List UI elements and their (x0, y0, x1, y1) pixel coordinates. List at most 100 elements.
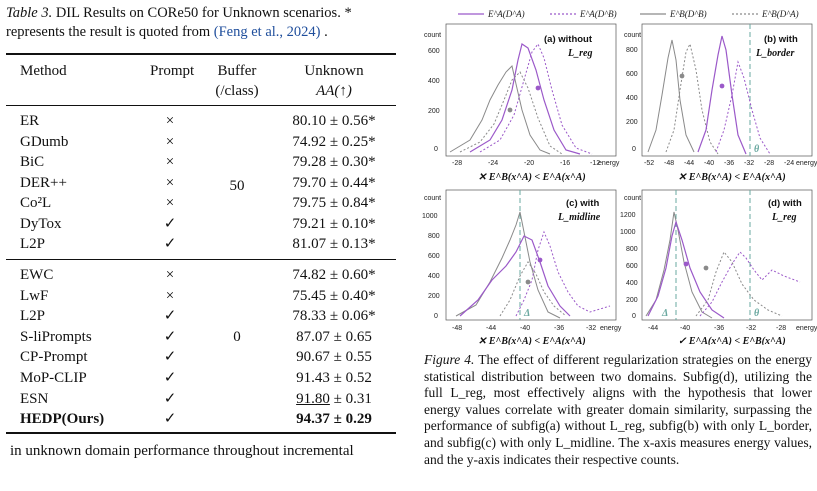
panel-c-curve-EADB (515, 230, 611, 317)
panel-d-ytick: 800 (626, 246, 638, 253)
panel-d-theta-label: θ (754, 308, 760, 319)
group1-buffer: 50 (229, 178, 245, 194)
table-header-rule (6, 105, 396, 106)
header-method: Method (20, 63, 67, 79)
panel-d-frame (641, 189, 813, 321)
table-cell-unknown: 91.80 ± 0.31 (276, 390, 392, 408)
table-cell-prompt: × (165, 113, 175, 129)
table-cell-method: CP-Prompt (20, 349, 88, 366)
panel-a-ytick: 200 (428, 108, 440, 115)
panel-a-ytick: 400 (428, 78, 440, 85)
panel-b-ytick: 600 (626, 71, 638, 78)
panel-b-curve-EBDB (647, 39, 695, 153)
panel-d-delta-label: Δ (661, 308, 668, 319)
panel-d-title-loss: L_reg (771, 212, 796, 223)
panel-a-curve-EBDA (459, 71, 563, 155)
panel-b-ytick: 800 (626, 47, 638, 54)
panel-d-mean-purple (683, 261, 689, 267)
table-cell-method: L2P (20, 236, 46, 252)
table-cell-prompt: ✓ (163, 215, 177, 232)
table-cell-prompt: ✓ (163, 236, 177, 252)
panel-b-xtick: -44 (684, 160, 694, 167)
panel-c-xaxis-label: energy (600, 325, 622, 332)
table-cell-method: GDumb (20, 133, 69, 150)
table-cell-method: S-liPrompts (20, 328, 92, 345)
table-caption-text: DIL Results on CORe50 for Unknown scenar… (6, 5, 352, 40)
table-caption: Table 3. DIL Results on CORe50 for Unkno… (6, 4, 406, 42)
panel-b-mean-gray (679, 73, 685, 79)
panel-d: count 0 200 400 600 800 1000 1200 -44 -4… (620, 189, 817, 345)
panel-d-mean-gray (703, 265, 709, 271)
panel-d-ytick: 0 (632, 313, 636, 320)
panel-b-curve-EADB (715, 60, 771, 155)
figure-energy-distributions: E^A(D^A) E^A(D^B) E^B(D^B) E^B(D^A) coun… (422, 9, 817, 345)
table-caption-label: Table 3. (6, 5, 53, 21)
table-cell-method: L2P (20, 308, 46, 325)
panel-a-title: (a) without (544, 34, 593, 45)
table-caption-end: . (320, 24, 328, 40)
panel-d-xtick: -28 (776, 325, 786, 332)
table-group-rule (6, 259, 396, 260)
panel-a-xtick: -12 (590, 160, 600, 167)
panel-d-xtick: -44 (648, 325, 658, 332)
panel-c: count 0 200 400 600 800 1000 -48 -44 -40… (422, 189, 622, 345)
panel-c-xtick: -40 (520, 325, 530, 332)
panel-c-condition: ✕ E^B(x^A) < E^A(x^A) (478, 336, 586, 345)
table-cell-method: BiC (20, 154, 45, 170)
legend-item-3: E^B(D^B) (669, 9, 707, 19)
panel-a-curve-EBDB (449, 65, 551, 155)
panel-a-xtick: -20 (524, 160, 534, 167)
panel-a-ytick: 0 (434, 146, 438, 153)
panel-b-xtick: -40 (704, 160, 714, 167)
panel-b-xtick: -28 (764, 160, 774, 167)
panel-c-frame (445, 189, 617, 321)
table-cell-prompt: ✓ (163, 308, 177, 325)
panel-a-frame (445, 23, 617, 157)
panel-c-xtick: -48 (452, 325, 462, 332)
table-cell-prompt: × (165, 287, 175, 304)
panel-a-xtick: -16 (560, 160, 570, 167)
table-cell-prompt: × (165, 174, 175, 191)
table-cell-prompt: ✓ (163, 370, 177, 386)
panel-d-condition: ✓ E^A(x^A) < E^B(x^A) (678, 336, 786, 345)
panel-a-title-loss: L_reg (567, 48, 592, 59)
table-cell-unknown-value: 91.80 (296, 390, 330, 407)
table-cell-method: HEDP(Ours) (20, 411, 105, 428)
table-cell-unknown: 81.07 ± 0.13* (292, 236, 376, 252)
table-cell-prompt: × (165, 267, 175, 283)
citation-link[interactable]: (Feng et al., 2024) (213, 24, 321, 40)
panel-d-curve-EBDB (645, 211, 713, 319)
panel-b-condition: ✕ E^B(x^A) < E^A(x^A) (678, 172, 786, 183)
legend-item-2: E^A(D^B) (579, 9, 617, 19)
panel-c-mean-purple (537, 257, 543, 263)
panel-d-curve-EBDA (695, 251, 783, 317)
table-cell-method: DER++ (20, 174, 67, 191)
table-cell-method: MoP-CLIP (20, 370, 87, 386)
table-cell-unknown: 79.21 ± 0.10* (292, 215, 376, 232)
panel-d-ytick: 400 (626, 280, 638, 287)
table-cell-unknown: 94.37 ± 0.29 (296, 411, 372, 428)
legend-item-1: E^A(D^A) (487, 9, 525, 19)
panel-b-xtick: -24 (784, 160, 794, 167)
panel-b-xtick: -32 (744, 160, 754, 167)
table-top-rule (6, 53, 396, 55)
table-cell-unknown: 79.70 ± 0.44* (292, 174, 376, 191)
table-bottom-rule (6, 432, 396, 434)
panel-d-xtick: -36 (714, 325, 724, 332)
figure-caption: Figure 4. The effect of different regula… (424, 352, 812, 468)
panel-b-xtick: -52 (644, 160, 654, 167)
table-cell-method: LwF (20, 287, 49, 304)
panel-c-title: (c) with (566, 198, 599, 209)
figure-caption-label: Figure 4. (424, 352, 475, 367)
table-cell-prompt: × (165, 133, 175, 150)
panel-c-ytick: 800 (428, 233, 440, 240)
panel-a-count-label: count (424, 32, 441, 39)
header-buffer-unit: (/class) (215, 83, 259, 99)
panel-d-title: (d) with (768, 198, 802, 209)
table-cell-unknown: 74.82 ± 0.60* (292, 267, 376, 283)
table-cell-prompt: ✓ (163, 349, 177, 366)
group2-buffer: 0 (233, 329, 241, 345)
panel-d-ytick: 1200 (620, 212, 636, 219)
table-cell-prompt: ✓ (163, 411, 177, 428)
panel-a: count 0 200 400 600 -28 -24 -20 -16 -12 … (424, 23, 620, 183)
